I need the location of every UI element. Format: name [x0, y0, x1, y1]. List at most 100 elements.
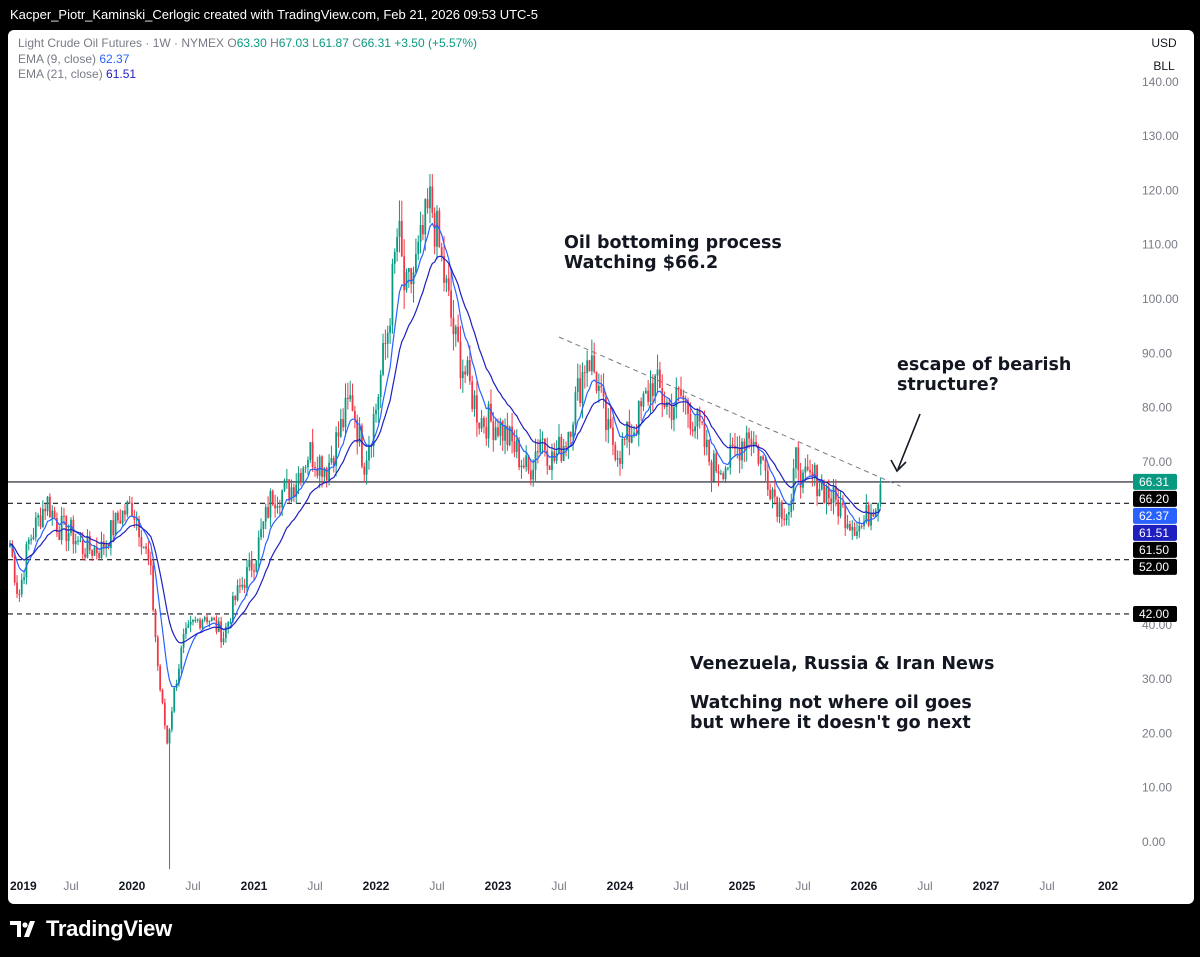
candle-body [260, 529, 262, 538]
candle-body [18, 593, 21, 595]
candle-body [656, 369, 659, 376]
candle-body [473, 395, 476, 409]
candle-body [788, 511, 790, 515]
candle-body [827, 487, 830, 499]
candle-body [741, 441, 743, 461]
candle-body [504, 425, 506, 441]
candle-body [773, 489, 776, 497]
legend-ema9-label[interactable]: EMA (9, close) [18, 51, 97, 66]
candle-body [283, 480, 286, 491]
price-tag-box [1133, 507, 1177, 524]
candle-body [239, 585, 241, 587]
legend-ema21-label[interactable]: EMA (21, close) [18, 67, 103, 81]
candle-body [307, 460, 309, 468]
candle-body [267, 507, 269, 518]
candle-body [802, 472, 804, 488]
y-axis[interactable]: 0.0010.0020.0030.0040.0050.0060.0070.008… [1142, 75, 1179, 849]
candle-body [98, 553, 101, 558]
candle-body [414, 254, 417, 273]
candle-body [724, 468, 727, 480]
candle-body [199, 619, 201, 629]
candle-body [640, 401, 643, 407]
chart-panel[interactable]: 0.0010.0020.0030.0040.0050.0060.0070.008… [8, 30, 1194, 904]
candle-body [696, 410, 699, 427]
footer-logo[interactable]: TradingView [10, 914, 172, 944]
price-tag-label: 42.00 [1139, 607, 1169, 621]
candle-body [196, 619, 199, 621]
candle-body [30, 539, 33, 541]
trendline-group [558, 336, 901, 487]
candle-body [865, 505, 868, 522]
candle-body [100, 541, 103, 558]
candle-body [494, 427, 497, 441]
candle-body [152, 565, 155, 611]
candle-body [229, 622, 232, 624]
candle-body [351, 395, 354, 411]
candle-body [485, 426, 488, 439]
y-tick-label: 70.00 [1142, 455, 1172, 469]
footer-brand: TradingView [46, 916, 172, 941]
candle-body [121, 510, 124, 524]
annotation-escape-line2: structure? [897, 375, 999, 395]
x-tick-label: 2024 [607, 879, 634, 893]
candle-body [544, 438, 546, 451]
candle-body [32, 537, 35, 540]
x-tick-label: 2027 [973, 879, 1000, 893]
candle-body [475, 395, 478, 423]
candle-body [271, 491, 274, 505]
candle-body [208, 621, 211, 623]
x-tick-label: 2025 [729, 879, 756, 893]
currency-button[interactable]: USD [1144, 33, 1184, 53]
candle-body [424, 199, 427, 235]
candle-body [443, 255, 445, 283]
candle-body [626, 421, 628, 440]
candle-body [661, 387, 664, 404]
candle-body [321, 456, 323, 477]
candle-body [860, 525, 863, 527]
candle-body [750, 438, 753, 447]
candle-body [133, 516, 136, 520]
legend-symbol[interactable]: Light Crude Oil Futures · 1W · NYMEX [18, 36, 225, 50]
candle-body [65, 516, 68, 542]
legend-symbol-row: Light Crude Oil Futures · 1W · NYMEX O63… [18, 36, 477, 52]
candle-body [541, 438, 544, 440]
candle-body [536, 451, 539, 453]
x-axis[interactable]: 2019 Jul 2020 Jul 2021 Jul 2022 Jul 2023 Jul 2024 J… [10, 879, 1118, 893]
candle-body [173, 687, 176, 712]
candle-body [51, 510, 54, 518]
candle-body [694, 426, 696, 432]
candle-body [16, 582, 18, 594]
candle-body [644, 390, 647, 394]
candle-body [292, 487, 295, 497]
unit-button[interactable]: BLL [1144, 56, 1184, 76]
candle-body [53, 510, 56, 519]
candle-body [715, 453, 718, 472]
candle-body [311, 442, 314, 468]
legend-ema9-row: EMA (9, close) 62.37 [18, 52, 477, 68]
candle-body [39, 515, 42, 527]
candle-body [654, 375, 657, 396]
annotation-escape-line1: escape of bearish [897, 355, 1072, 375]
y-tick-label: 130.00 [1142, 129, 1179, 143]
candle-body [745, 432, 748, 449]
candle-body [687, 400, 689, 414]
candle-body [597, 385, 600, 391]
x-tick-label: 202 [1098, 879, 1118, 893]
candle-body [386, 332, 389, 344]
candle-body [813, 464, 816, 478]
candle-body [262, 521, 265, 530]
y-tick-label: 90.00 [1142, 346, 1172, 360]
candle-body [192, 619, 194, 622]
y-tick-label: 20.00 [1142, 726, 1172, 740]
price-tag-box [1133, 473, 1177, 490]
candle-body [346, 397, 349, 400]
candle-body [515, 440, 518, 452]
candle-body [647, 390, 650, 402]
candle-body [109, 520, 112, 548]
price-chart[interactable]: 0.0010.0020.0030.0040.0050.0060.0070.008… [8, 30, 1194, 904]
candle-body [633, 432, 635, 436]
candle-body [717, 471, 720, 474]
candle-body [602, 387, 605, 397]
legend-change: +3.50 (+5.57%) [394, 36, 478, 50]
candle-body [323, 468, 326, 477]
